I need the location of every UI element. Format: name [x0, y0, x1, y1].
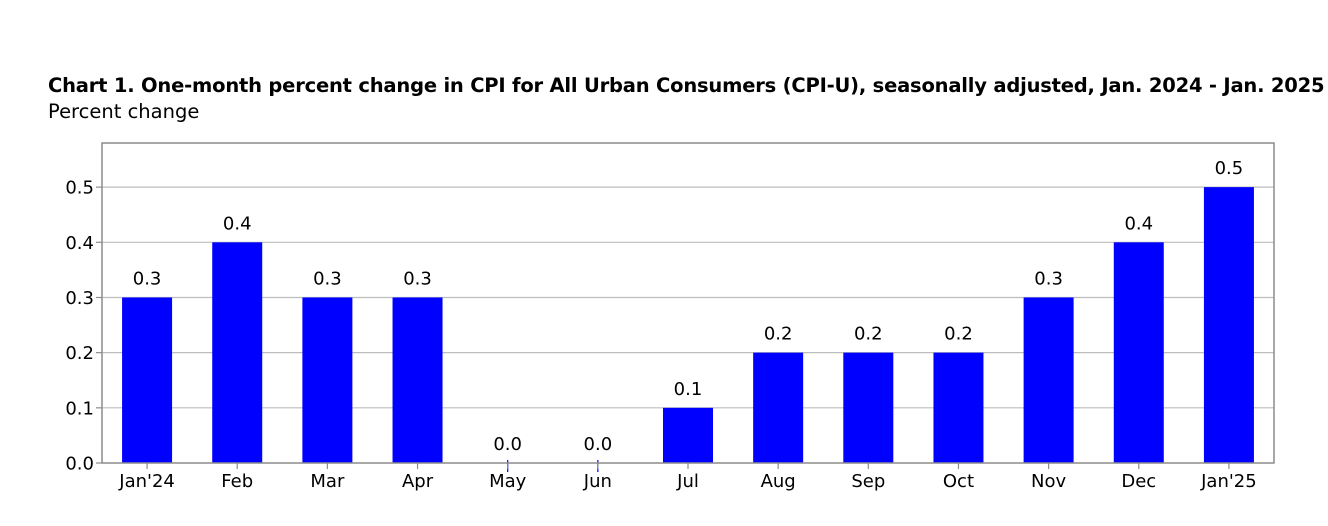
data-label: 0.0: [584, 434, 613, 455]
x-tick-label: Oct: [943, 471, 974, 492]
x-tick-label: Apr: [402, 471, 434, 492]
x-tick-label: Nov: [1031, 471, 1066, 492]
data-label: 0.5: [1215, 158, 1244, 179]
bar: [843, 352, 894, 463]
data-label: 0.1: [674, 379, 703, 400]
data-label: 0.0: [493, 434, 522, 455]
bar: [1023, 297, 1074, 463]
data-label: 0.2: [854, 324, 883, 345]
bar: [753, 352, 804, 463]
y-tick-label: 0.0: [65, 454, 94, 475]
data-labels: 0.3 0.4 0.3 0.3 0.0 0.0 0.1 0.2 0.2 0.2 0.3 0.4 0.5: [133, 158, 1243, 455]
x-tick-label: May: [489, 471, 527, 492]
x-tick-label: Aug: [761, 471, 796, 492]
bar: [1203, 187, 1254, 463]
data-label: 0.3: [1034, 268, 1063, 289]
bar: [933, 352, 984, 463]
x-tick-label: Jun: [583, 471, 612, 492]
x-tick-label: Feb: [221, 471, 253, 492]
y-tick-label: 0.2: [65, 343, 94, 364]
bar: [122, 297, 173, 463]
y-axis-ticks: 0.0 0.1 0.2 0.3 0.4 0.5: [65, 178, 102, 475]
x-tick-label: Jan'25: [1200, 471, 1257, 492]
data-label: 0.4: [223, 213, 252, 234]
y-tick-label: 0.1: [65, 398, 94, 419]
data-label: 0.2: [944, 324, 973, 345]
data-label: 0.3: [133, 268, 162, 289]
bar: [1113, 242, 1164, 463]
y-tick-label: 0.5: [65, 178, 94, 199]
y-axis-unit-label: Percent change: [48, 100, 200, 123]
chart-title: Chart 1. One-month percent change in CPI…: [48, 74, 1325, 97]
bars: [122, 187, 1254, 472]
x-tick-label: Sep: [851, 471, 885, 492]
gridlines: [102, 186, 1274, 409]
x-tick-label: Jul: [676, 471, 699, 492]
bar: [392, 297, 443, 463]
x-tick-label: Dec: [1121, 471, 1156, 492]
data-label: 0.3: [403, 268, 432, 289]
data-label: 0.4: [1124, 213, 1153, 234]
bar: [212, 242, 263, 463]
x-axis-ticks: Jan'24 Feb Mar Apr May Jun Jul Aug Sep Oct Nov Dec J…: [118, 463, 1257, 492]
y-tick-label: 0.4: [65, 233, 94, 254]
y-tick-label: 0.3: [65, 288, 94, 309]
bar: [302, 297, 353, 463]
x-tick-label: Jan'24: [118, 471, 175, 492]
x-tick-label: Mar: [310, 471, 345, 492]
data-label: 0.2: [764, 324, 793, 345]
data-label: 0.3: [313, 268, 342, 289]
bar: [663, 407, 713, 463]
